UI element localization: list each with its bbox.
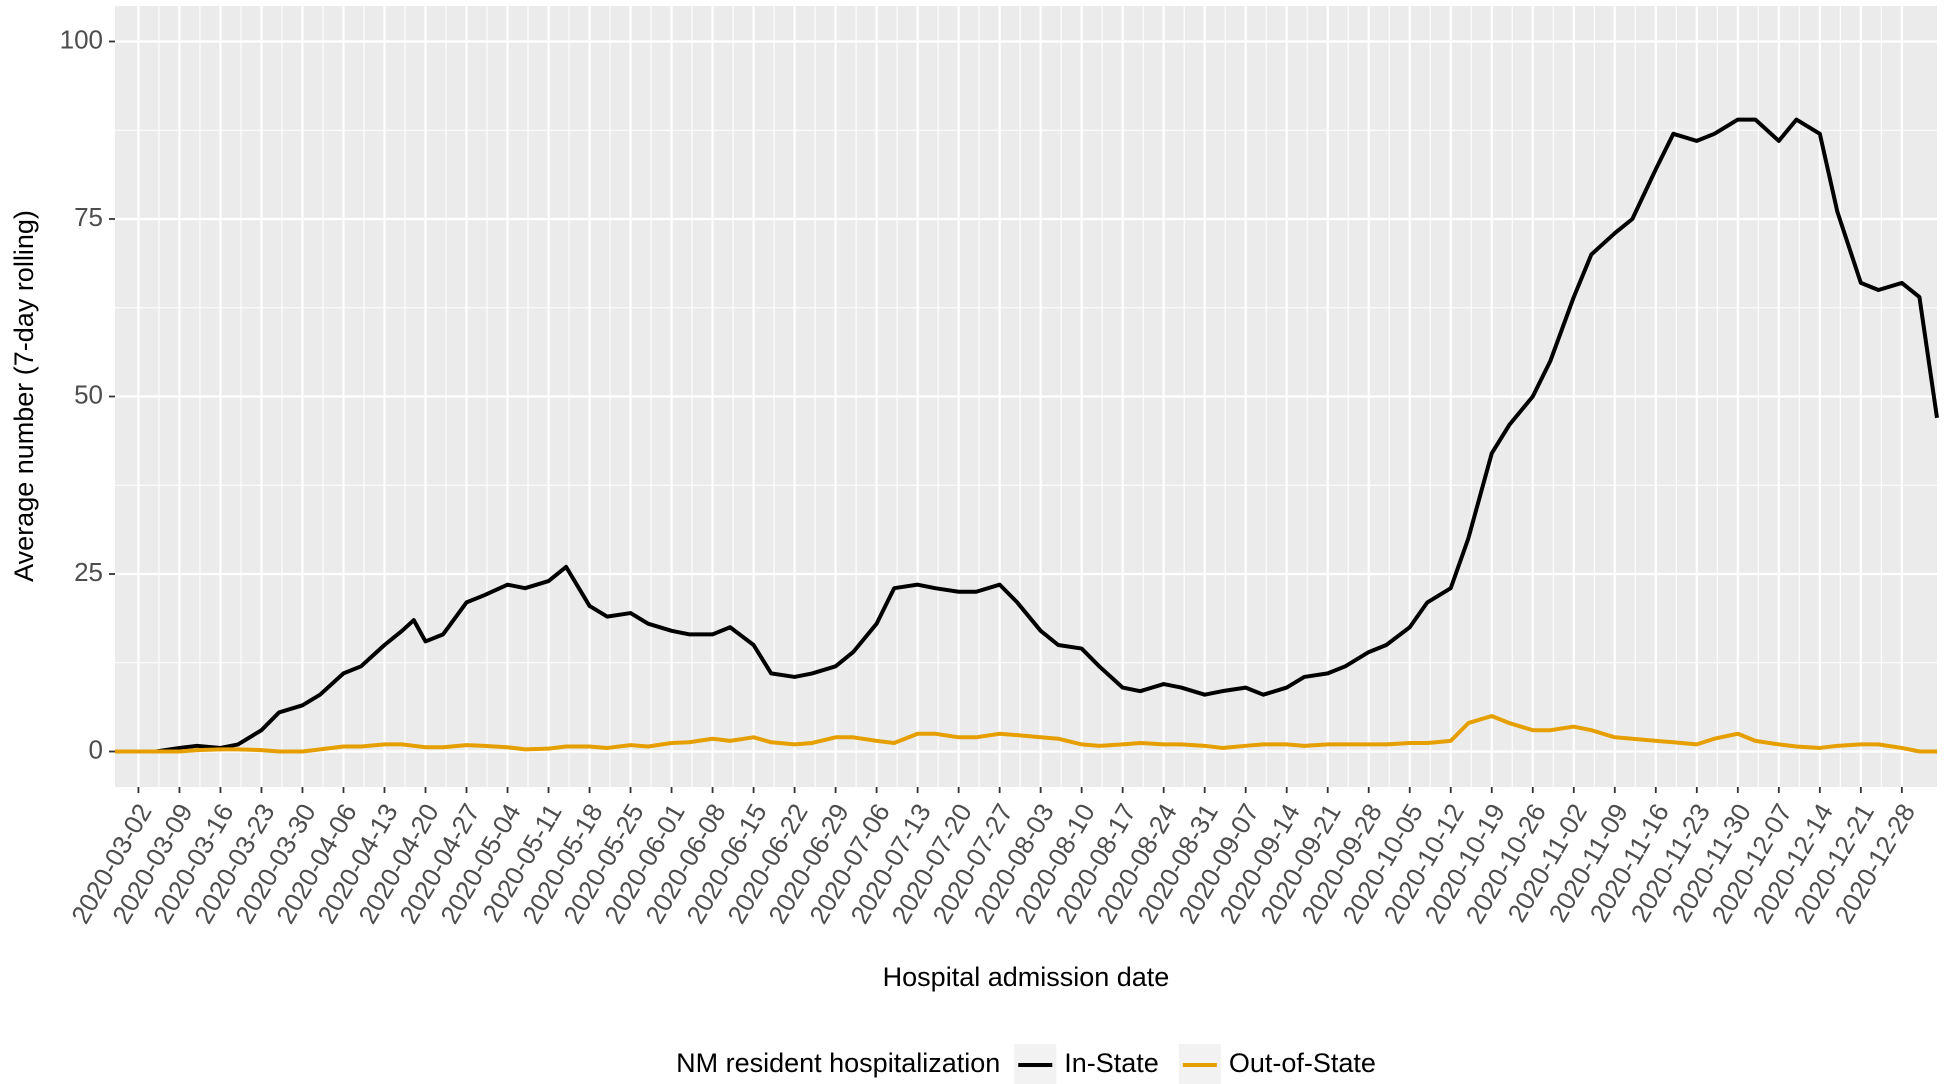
- y-tick-label: 25: [74, 557, 103, 587]
- y-tick-label: 50: [74, 379, 103, 409]
- legend-title: NM resident hospitalization: [676, 1048, 1000, 1078]
- x-axis-title: Hospital admission date: [883, 962, 1170, 992]
- y-axis-title: Average number (7-day rolling): [9, 210, 39, 582]
- series-line: [115, 714, 1937, 754]
- legend-label: Out-of-State: [1229, 1048, 1376, 1078]
- y-tick-label: 0: [89, 734, 103, 764]
- series-line: [115, 117, 1939, 754]
- y-tick-label: 100: [60, 24, 103, 54]
- legend-label: In-State: [1064, 1048, 1159, 1078]
- y-tick-label: 75: [74, 202, 103, 232]
- legend: NM resident hospitalization In-State Out-o…: [676, 1044, 1376, 1084]
